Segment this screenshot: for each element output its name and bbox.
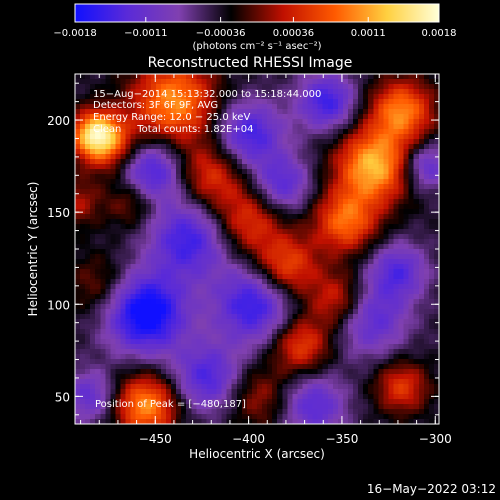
annotation-block: 15−Aug−2014 15:13:32.000 to 15:18:44.000… — [93, 89, 321, 135]
x-tick-label: −400 — [232, 432, 265, 446]
colorbar-ticks: −0.0018 −0.0011 −0.00036 0.00036 0.0011 0.001… — [53, 17, 457, 39]
y-tick-label: 100 — [47, 298, 70, 312]
annotation-clean-counts: Clean Total counts: 1.82E+04 — [93, 124, 253, 135]
y-axis-ticks: 50 100 150 200 — [47, 82, 439, 416]
colorbar: −0.0018 −0.0011 −0.00036 0.00036 0.0011 0.001… — [53, 3, 457, 52]
y-tick-label: 200 — [47, 114, 70, 128]
x-axis-ticks: −450 −400 −350 −300 — [80, 74, 452, 446]
x-tick-label: −450 — [139, 432, 172, 446]
x-tick-label: −350 — [325, 432, 358, 446]
annotation-energy-range: Energy Range: 12.0 − 25.0 keV — [93, 112, 250, 123]
colorbar-tick-label: −0.0011 — [124, 28, 167, 39]
x-axis-label: Heliocentric X (arcsec) — [189, 447, 325, 461]
colorbar-unit-label: (photons cm⁻² s⁻¹ asec⁻²) — [192, 41, 321, 52]
y-tick-label: 150 — [47, 206, 70, 220]
colorbar-tick-label: 0.0018 — [422, 28, 457, 39]
chart-title: Reconstructed RHESSI Image — [148, 55, 353, 71]
plot-area: −450 −400 −350 −300 50 100 150 200 15−Aug−2014… — [47, 73, 452, 446]
colorbar-gradient — [74, 3, 440, 23]
colorbar-tick-label: −0.00036 — [196, 28, 246, 39]
heatmap-image — [75, 74, 439, 424]
y-axis-label: Heliocentric Y (arcsec) — [26, 182, 40, 317]
render-timestamp: 16−May−2022 03:12 — [367, 482, 496, 496]
peak-position-label: Position of Peak = [−480,187] — [95, 399, 246, 410]
colorbar-tick-label: 0.0011 — [351, 28, 386, 39]
annotation-detectors: Detectors: 3F 6F 9F, AVG — [93, 100, 218, 111]
x-tick-label: −300 — [419, 432, 452, 446]
annotation-time-range: 15−Aug−2014 15:13:32.000 to 15:18:44.000 — [93, 89, 321, 100]
y-tick-label: 50 — [55, 390, 70, 404]
colorbar-tick-label: 0.00036 — [273, 28, 314, 39]
colorbar-tick-label: −0.0018 — [53, 28, 96, 39]
